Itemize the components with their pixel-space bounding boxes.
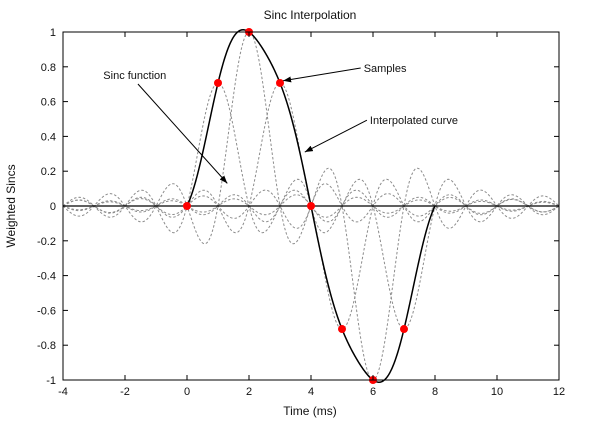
sinc-curve-1	[62, 82, 560, 234]
annotation-arrow-1	[283, 67, 361, 83]
sample-point-7	[400, 325, 408, 334]
x-tick-label-6: 8	[432, 386, 438, 398]
sample-points	[183, 28, 408, 384]
sample-point-3	[276, 78, 284, 87]
y-tick-label-10: 1	[50, 27, 56, 39]
annotation-label-1: Samples	[364, 63, 407, 75]
sample-point-4	[307, 202, 315, 210]
x-axis: -4 -2 0 2 4 6 8 10 12	[58, 32, 565, 398]
y-tick-label-0: -1	[46, 375, 56, 387]
sinc-curve-2	[62, 31, 560, 245]
annotation-label-0: Sinc function	[103, 70, 166, 82]
x-axis-label: Time (ms)	[283, 404, 337, 418]
y-tick-label-7: 0.4	[41, 131, 56, 143]
y-tick-label-3: -0.4	[37, 271, 56, 283]
x-tick-label-8: 12	[553, 386, 565, 398]
y-axis-label: Weighted Sincs	[4, 164, 18, 247]
x-tick-label-7: 10	[491, 386, 503, 398]
x-tick-label-1: -2	[120, 386, 130, 398]
annotation-arrow-0	[137, 83, 228, 184]
x-tick-label-5: 6	[370, 386, 376, 398]
sample-point-5	[338, 325, 346, 334]
x-tick-label-3: 2	[246, 386, 252, 398]
sample-point-1	[214, 78, 222, 87]
x-tick-label-2: 0	[184, 386, 190, 398]
x-tick-label-4: 4	[308, 386, 314, 398]
y-axis: -1 -0.8 -0.6 -0.4 -0.2 0 0.2 0.4 0.6 0.8 1	[37, 27, 559, 387]
y-tick-label-1: -0.8	[37, 340, 56, 352]
y-tick-label-4: -0.2	[37, 236, 56, 248]
y-tick-label-2: -0.6	[37, 305, 56, 317]
annotation-arrow-2	[304, 119, 368, 153]
sinc-curve-7	[62, 178, 560, 330]
y-tick-label-8: 0.6	[41, 97, 56, 109]
annotations: Sinc function Samples Interpolated curve	[103, 63, 458, 184]
y-tick-label-5: 0	[50, 201, 56, 213]
y-tick-label-6: 0.2	[41, 166, 56, 178]
y-tick-label-9: 0.8	[41, 62, 56, 74]
x-tick-label-0: -4	[58, 386, 68, 398]
sample-point-0	[183, 202, 191, 210]
chart-title: Sinc Interpolation	[264, 8, 357, 22]
annotation-label-2: Interpolated curve	[370, 115, 458, 127]
sinc-curve-6	[62, 167, 560, 381]
